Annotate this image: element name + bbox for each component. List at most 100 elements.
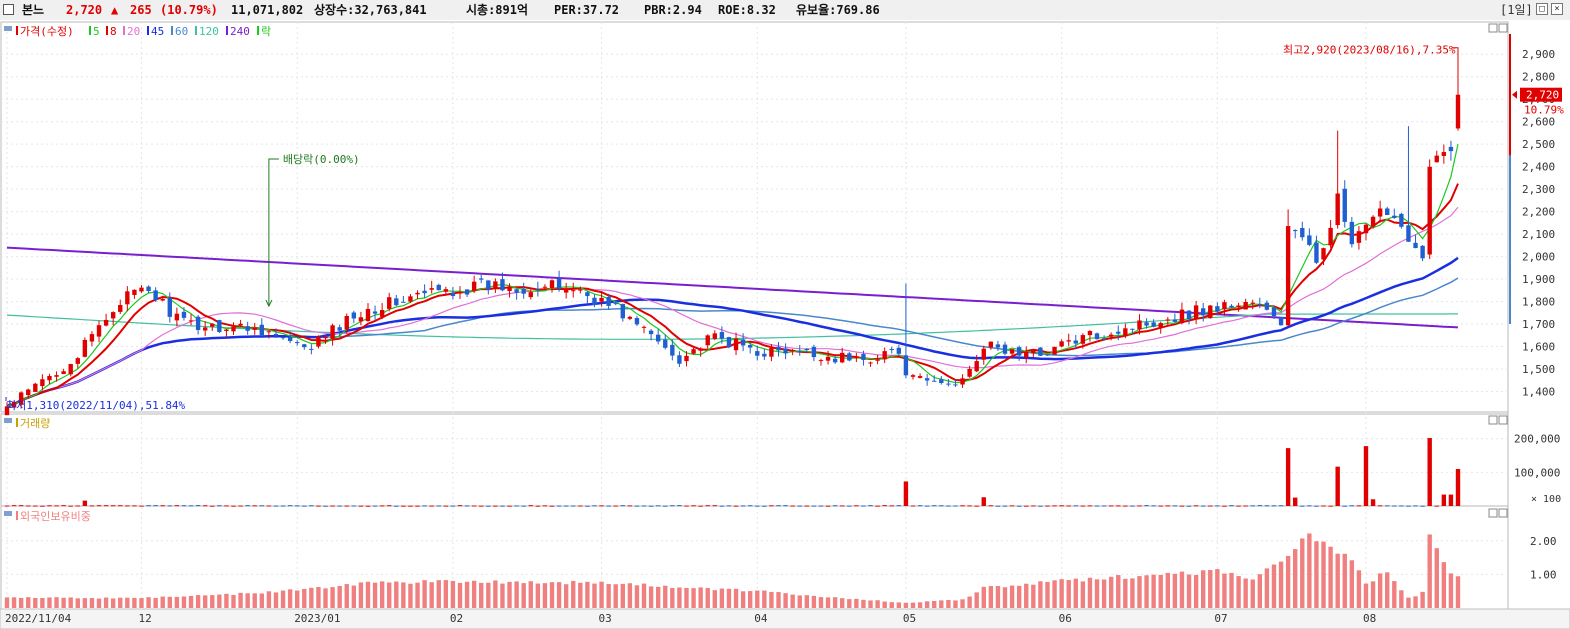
candle-body	[698, 348, 703, 351]
select-checkbox[interactable]	[3, 4, 14, 15]
foreign-bar	[606, 584, 611, 608]
candle-body	[1250, 302, 1255, 304]
volume-bar	[882, 505, 887, 507]
candle-body	[351, 312, 357, 319]
foreign-bar	[592, 583, 597, 608]
volume-bar	[309, 505, 314, 507]
candle-body	[238, 323, 243, 326]
foreign-bar	[797, 595, 802, 608]
candle-body	[832, 358, 838, 363]
candle-body	[1080, 335, 1086, 344]
foreign-bar	[670, 587, 675, 608]
foreign-bar	[755, 590, 760, 608]
foreign-bar	[748, 591, 753, 608]
price-tick-label: 2,300	[1522, 183, 1555, 196]
candle-body	[1193, 305, 1199, 320]
foreign-bar	[61, 597, 66, 608]
candle-body	[1108, 334, 1114, 337]
volume-bar	[1031, 505, 1036, 507]
x-tick-label: 04	[754, 612, 768, 625]
candle-body	[316, 336, 321, 347]
volume-bar	[840, 505, 845, 507]
foreign-bar	[103, 597, 109, 608]
volume-bar	[1215, 505, 1220, 507]
volume-bar	[132, 505, 137, 507]
candle-body	[1031, 350, 1036, 354]
foreign-bar	[139, 598, 144, 608]
foreign-bar	[450, 580, 456, 608]
candle-body	[330, 325, 335, 340]
volume-bar	[18, 505, 24, 507]
foreign-bar	[146, 597, 151, 608]
price-change: 265	[130, 3, 152, 17]
candle-body	[755, 351, 760, 356]
foreign-bar	[1370, 581, 1376, 608]
foreign-bar	[132, 597, 137, 608]
foreign-bar	[960, 599, 965, 608]
volume-bar	[47, 505, 52, 507]
foreign-bar	[40, 598, 45, 608]
volume-bar	[514, 505, 519, 507]
candle-body	[1087, 330, 1093, 336]
restore-button[interactable]: □	[1536, 3, 1548, 15]
volume-bar	[818, 505, 824, 507]
foreign-bar	[571, 580, 576, 608]
volume-bar	[1434, 505, 1439, 507]
volume-bar	[563, 505, 569, 507]
legend-swatch	[123, 26, 125, 35]
foreign-bar	[1123, 578, 1128, 608]
candle-body	[202, 327, 208, 331]
foreign-bar	[1420, 591, 1425, 608]
candle-body	[1016, 347, 1022, 356]
candle-body	[910, 375, 916, 377]
candle-body	[1200, 308, 1206, 316]
volume-bar	[287, 505, 293, 507]
candle-body	[11, 401, 17, 408]
foreign-bar	[464, 581, 470, 608]
volume-bar	[195, 505, 201, 507]
candle-body	[1024, 351, 1029, 358]
foreign-bar	[471, 580, 477, 608]
candle-body	[1052, 346, 1057, 355]
candle-body	[1399, 213, 1404, 227]
volume-bar	[1165, 505, 1170, 507]
foreign-bar	[1200, 570, 1206, 608]
close-button[interactable]: ×	[1551, 3, 1563, 15]
candle-body	[450, 292, 456, 297]
foreign-bar	[1264, 568, 1270, 608]
candle-body	[677, 355, 682, 364]
candle-body	[132, 289, 137, 295]
foreign-bar	[804, 595, 810, 608]
volume-bar	[691, 505, 696, 507]
foreign-bar	[783, 593, 788, 608]
candle-body	[825, 356, 831, 361]
candle-body	[995, 344, 1001, 348]
candle-body	[1208, 305, 1213, 319]
volume-bar	[1342, 505, 1347, 507]
price-tick-label: 2,500	[1522, 138, 1555, 151]
x-tick-label: 07	[1214, 612, 1227, 625]
volume-bar	[68, 505, 73, 507]
volume-bar	[578, 505, 583, 507]
foreign-bar	[1208, 570, 1213, 608]
panel-maximize-button-1	[1488, 415, 1498, 425]
candle-body	[1094, 333, 1100, 340]
period-selector[interactable]: [1일]	[1500, 3, 1533, 17]
foreign-bar	[1002, 587, 1008, 608]
volume-bar	[1208, 505, 1213, 507]
volume-bar	[599, 505, 604, 507]
foreign-bar	[1455, 576, 1461, 608]
foreign-bar	[401, 582, 406, 608]
foreign-tick-label: 1.00	[1530, 568, 1557, 581]
volume-bar	[1370, 499, 1376, 506]
candle-body	[974, 361, 979, 372]
foreign-bar	[1300, 538, 1305, 608]
legend-swatch	[195, 26, 197, 35]
foreign-bar	[280, 590, 286, 608]
volume-bar	[89, 505, 95, 507]
volume-bar	[337, 505, 342, 507]
candle-body	[691, 349, 696, 354]
candle-body	[1363, 224, 1369, 234]
foreign-legend-swatch	[16, 511, 18, 520]
foreign-bar	[698, 587, 703, 608]
